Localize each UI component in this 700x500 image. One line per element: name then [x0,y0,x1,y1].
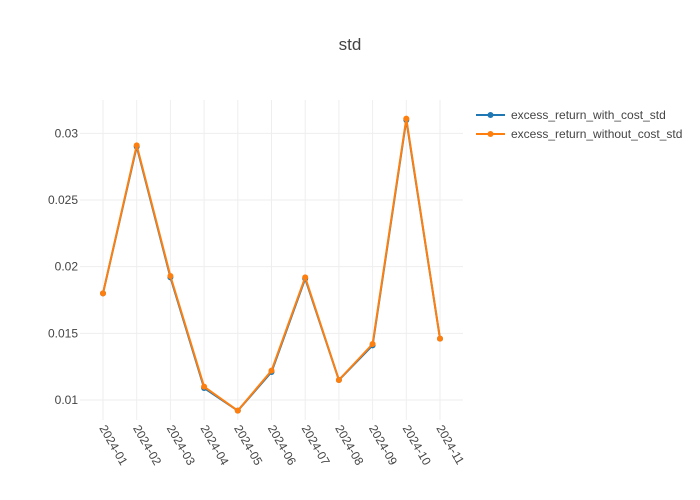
y-tick-label: 0.02 [55,260,79,274]
data-point[interactable] [100,290,106,297]
legend[interactable]: excess_return_with_cost_std excess_return… [476,108,682,141]
x-tick-label: 2024-06 [265,423,299,468]
data-point[interactable] [201,383,208,390]
grid-layer [80,100,463,420]
data-point[interactable] [369,341,376,347]
data-point[interactable] [234,407,241,414]
y-tick-label: 0.01 [55,393,79,407]
x-tick-label: 2024-01 [96,423,130,468]
x-tick-label: 2024-04 [198,423,232,468]
legend-label: excess_return_without_cost_std [511,127,682,141]
data-point[interactable] [335,377,342,383]
x-tick-label: 2024-05 [231,423,265,468]
legend-marker [487,112,494,118]
x-tick-label: 2024-09 [366,423,400,468]
data-point[interactable] [133,142,140,149]
y-tick-label: 0.025 [48,193,78,207]
chart-title: std [339,35,362,54]
y-tick-label: 0.015 [48,326,78,340]
x-tick-label: 2024-10 [400,423,434,468]
legend-item[interactable]: excess_return_with_cost_std [476,108,666,122]
x-tick-label: 2024-08 [332,423,366,468]
data-point[interactable] [268,367,275,374]
x-tick-label: 2024-03 [164,423,198,468]
data-point[interactable] [167,273,174,279]
x-tick-label: 2024-02 [130,423,164,468]
series-layer [100,115,443,414]
data-point[interactable] [437,335,443,342]
data-point[interactable] [403,115,410,122]
x-axis-ticks: 2024-01 2024-02 2024-03 2024-04 2024-05 2024-… [96,423,467,468]
y-axis-ticks: 0.01 0.015 0.02 0.025 0.03 [48,126,78,407]
data-point[interactable] [302,274,309,281]
x-tick-label: 2024-07 [299,423,333,468]
legend-item[interactable]: excess_return_without_cost_std [476,127,682,141]
y-tick-label: 0.03 [55,126,79,140]
legend-marker [487,131,494,137]
x-tick-label: 2024-11 [433,423,467,468]
legend-label: excess_return_with_cost_std [511,108,666,122]
series-excess_return_without_cost_std [100,115,443,414]
